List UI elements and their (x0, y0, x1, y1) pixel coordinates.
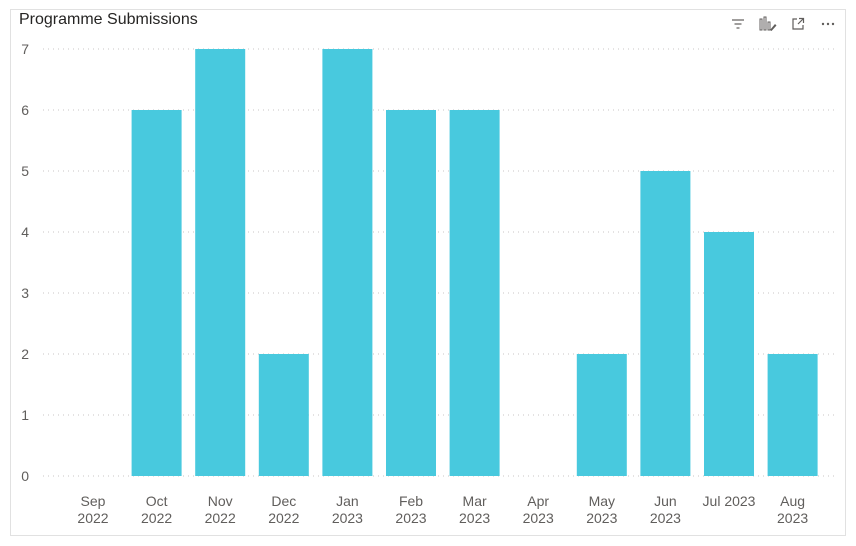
y-tick-label: 5 (21, 163, 29, 179)
x-tick-label: Jul 2023 (703, 493, 756, 509)
bar[interactable] (386, 110, 436, 476)
x-tick-label: 2022 (141, 510, 172, 526)
more-options-icon (821, 22, 835, 26)
bar[interactable] (322, 49, 373, 476)
x-tick-label: 2023 (650, 510, 681, 526)
x-tick-label: 2022 (77, 510, 108, 526)
x-tick-label: 2023 (777, 510, 808, 526)
bar[interactable] (767, 354, 818, 476)
bar[interactable] (576, 354, 627, 476)
x-tick-label: 2023 (395, 510, 426, 526)
more-options-button[interactable] (817, 14, 839, 34)
x-tick-label: 2023 (459, 510, 490, 526)
y-tick-label: 6 (21, 102, 29, 118)
chart-visual: Programme Submissions (10, 9, 846, 536)
bar[interactable] (449, 110, 500, 476)
bar[interactable] (195, 49, 246, 476)
format-button[interactable] (757, 14, 779, 34)
y-axis-ticks: 0 1 2 3 4 5 6 7 (21, 41, 29, 484)
x-axis-ticks: Sep2022Oct2022Nov2022Dec2022Jan2023Feb20… (77, 493, 808, 526)
x-tick-label: Apr (527, 493, 549, 509)
x-tick-label: Mar (463, 493, 487, 509)
bar[interactable] (258, 354, 309, 476)
x-tick-label: Jun (654, 493, 677, 509)
x-tick-label: Dec (271, 493, 296, 509)
x-tick-label: 2023 (523, 510, 554, 526)
x-tick-label: 2022 (268, 510, 299, 526)
bar[interactable] (704, 232, 754, 476)
focus-mode-button[interactable] (787, 14, 809, 34)
filter-button[interactable] (727, 14, 749, 34)
y-tick-label: 0 (21, 468, 29, 484)
focus-mode-icon (792, 17, 805, 30)
chart-title: Programme Submissions (19, 11, 198, 28)
y-tick-label: 1 (21, 407, 29, 423)
x-tick-label: 2023 (586, 510, 617, 526)
y-tick-label: 2 (21, 346, 29, 362)
x-tick-label: 2022 (205, 510, 236, 526)
x-tick-label: Oct (146, 493, 168, 509)
format-icon (759, 16, 777, 31)
x-tick-label: Feb (399, 493, 423, 509)
x-tick-label: May (589, 493, 615, 509)
x-tick-label: Sep (81, 493, 106, 509)
x-tick-label: Aug (780, 493, 805, 509)
y-tick-label: 3 (21, 285, 29, 301)
x-tick-label: Nov (208, 493, 233, 509)
y-tick-label: 4 (21, 224, 29, 240)
x-tick-label: 2023 (332, 510, 363, 526)
bar[interactable] (131, 110, 182, 476)
y-tick-label: 7 (21, 41, 29, 57)
bar[interactable] (640, 171, 691, 476)
x-tick-label: Jan (336, 493, 359, 509)
filter-icon (732, 19, 744, 29)
visual-toolbar (727, 14, 839, 34)
bars (131, 49, 818, 476)
